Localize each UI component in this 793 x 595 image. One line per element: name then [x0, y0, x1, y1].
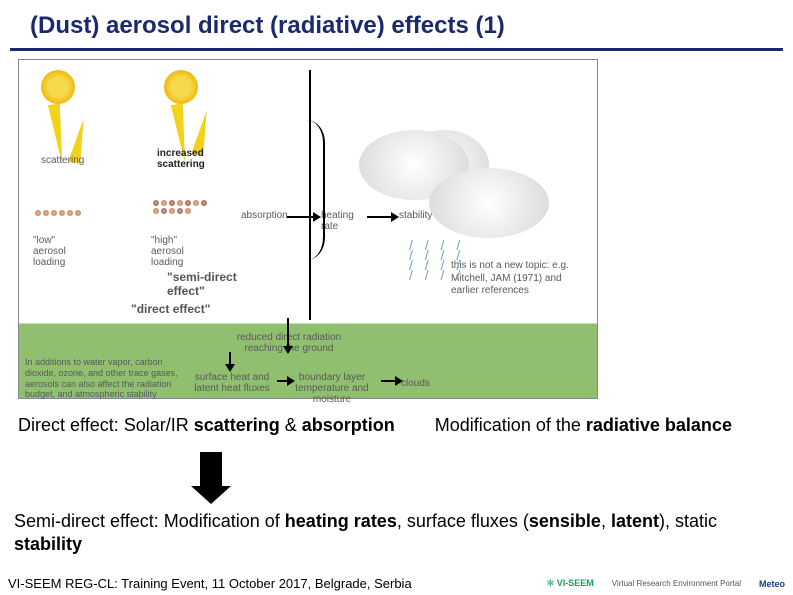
footer-logos: ✻ VI-SEEM Virtual Research Environment P… — [547, 578, 785, 589]
arrow-icon — [277, 380, 289, 382]
sun-icon — [164, 70, 198, 104]
label-surface-fluxes: surface heat and latent heat fluxes — [187, 372, 277, 394]
arrow-down-icon — [229, 352, 231, 366]
label-direct-effect: "direct effect" — [131, 302, 210, 316]
slide-footer: VI-SEEM REG-CL: Training Event, 11 Octob… — [8, 576, 785, 591]
slide-title: (Dust) aerosol direct (radiative) effect… — [10, 0, 783, 51]
text-bold: scattering — [194, 415, 280, 435]
temperature-profile-curve — [307, 120, 325, 260]
label-addition-note: In additions to water vapor, carbon diox… — [25, 357, 180, 400]
text-bold: stability — [14, 534, 82, 554]
rain-icon: / / / // / / // / / // / / / — [409, 240, 464, 280]
text-bold: absorption — [302, 415, 395, 435]
label-boundary-layer: boundary layer temperature and moisture — [287, 372, 377, 405]
text: & — [280, 415, 302, 435]
text: , surface fluxes ( — [397, 511, 529, 531]
arrow-icon — [287, 216, 315, 218]
text-bold: heating rates — [285, 511, 397, 531]
label-increased-scattering: increased scattering — [157, 148, 205, 170]
sun-icon — [41, 70, 75, 104]
label-semi-direct: "semi-direct effect" — [167, 270, 237, 298]
text-bold: radiative balance — [586, 415, 732, 435]
aerosol-high-cluster — [153, 200, 213, 214]
arrow-icon — [367, 216, 393, 218]
direct-effect-text: Direct effect: Solar/IR scattering & abs… — [18, 415, 775, 436]
text: Semi-direct effect: Modification of — [14, 511, 285, 531]
text: , — [601, 511, 611, 531]
text: ), static — [659, 511, 717, 531]
arrow-icon — [381, 380, 397, 382]
big-arrow-down-icon — [200, 452, 222, 488]
label-clouds: clouds — [401, 378, 430, 389]
label-heating-rate: heating rate — [321, 210, 354, 232]
portal-logo: Virtual Research Environment Portal — [612, 579, 741, 588]
label-scattering: scattering — [41, 155, 84, 166]
label-absorption: absorption — [241, 210, 288, 221]
label-low-aerosol: "low" aerosol loading — [33, 235, 66, 268]
arrow-down-icon — [287, 318, 289, 348]
semi-direct-effect-text: Semi-direct effect: Modification of heat… — [14, 510, 779, 555]
viseem-logo: ✻ VI-SEEM — [547, 578, 594, 589]
aerosol-low-cluster — [35, 210, 95, 216]
footer-text: VI-SEEM REG-CL: Training Event, 11 Octob… — [8, 576, 412, 591]
label-note: this is not a new topic: e.g. Mitchell, … — [451, 260, 581, 298]
meteo-logo: Meteo — [759, 579, 785, 589]
text: Modification of the — [435, 415, 586, 435]
text-bold: sensible — [529, 511, 601, 531]
text-bold: latent — [611, 511, 659, 531]
aerosol-diagram: scattering increased scattering "low" ae… — [18, 59, 598, 399]
text: Direct effect: Solar/IR — [18, 415, 194, 435]
cloud-icon — [359, 130, 549, 240]
label-high-aerosol: "high" aerosol loading — [151, 235, 184, 268]
